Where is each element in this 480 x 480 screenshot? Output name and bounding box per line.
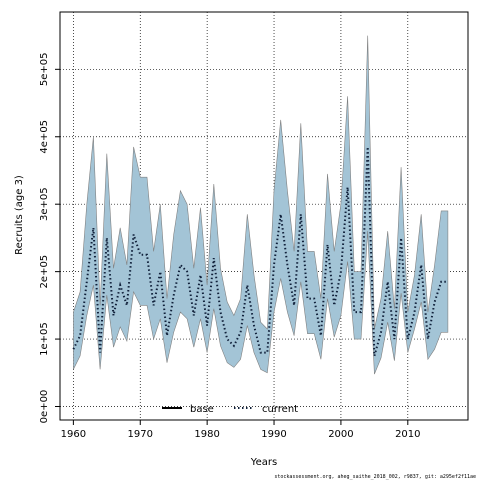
- y-tick-label: 2e+05: [39, 255, 50, 289]
- y-tick-label: 1e+05: [39, 322, 50, 356]
- x-tick-label: 2010: [395, 429, 420, 440]
- y-axis-title: Recruits (age 3): [14, 175, 25, 255]
- legend: base current: [162, 404, 298, 415]
- x-axis-title: Years: [250, 457, 277, 468]
- y-tick-label: 0e+00: [39, 390, 50, 424]
- footer-note: stockassessment.org, aheg_saithe_2018_00…: [274, 474, 476, 480]
- x-tick-label: 1990: [261, 429, 286, 440]
- y-tick-label: 4e+05: [39, 120, 50, 154]
- legend-label-current: current: [262, 404, 298, 415]
- axes: 1960 1970 1980 1990 2000 2010 0e+00 1e+05 2e+05 3…: [39, 53, 421, 440]
- plot-frame: [59, 11, 469, 421]
- y-tick-label: 5e+05: [39, 53, 50, 87]
- series-line-current: [72, 146, 448, 357]
- x-tick-label: 1960: [61, 429, 86, 440]
- confidence-band: [73, 35, 449, 375]
- legend-label-base: base: [190, 404, 214, 415]
- x-tick-label: 1970: [128, 429, 153, 440]
- x-tick-label: 2000: [328, 429, 353, 440]
- y-tick-label: 3e+05: [39, 187, 50, 221]
- x-tick-label: 1980: [194, 429, 219, 440]
